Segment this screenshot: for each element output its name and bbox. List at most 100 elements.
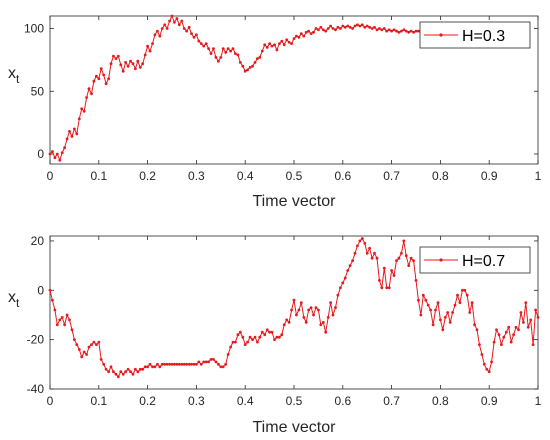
data-point [448, 321, 452, 324]
data-point [334, 28, 337, 32]
data-point [175, 17, 179, 20]
data-point [214, 360, 218, 364]
data-point [290, 308, 293, 312]
data-point [326, 27, 330, 30]
data-point [202, 360, 206, 364]
data-point [397, 256, 401, 260]
data-point [353, 251, 357, 255]
data-point [470, 301, 474, 304]
data-point [421, 293, 425, 297]
data-point [346, 24, 350, 28]
data-point [456, 293, 459, 297]
data-point [278, 335, 281, 339]
data-point [229, 345, 233, 349]
data-point [238, 61, 242, 64]
data-point [295, 34, 298, 38]
data-point [370, 256, 374, 260]
data-point [336, 25, 340, 29]
data-point [182, 27, 186, 30]
data-point [287, 40, 291, 44]
data-point [68, 130, 71, 133]
data-point [297, 308, 301, 312]
data-point [95, 74, 98, 78]
data-point [341, 24, 345, 28]
data-point [165, 27, 169, 30]
x-tick-label: 0.3 [188, 169, 205, 183]
data-point [375, 256, 379, 260]
data-point [163, 362, 167, 366]
data-point [453, 303, 457, 307]
x-axis-title-bottom: Time vector [253, 419, 337, 436]
x-tick-label: 0.6 [334, 169, 351, 183]
data-point [302, 34, 306, 38]
data-point [524, 301, 528, 304]
data-point [187, 362, 191, 366]
data-point [426, 303, 430, 307]
data-point [238, 330, 242, 334]
x-tick-label: 0.1 [90, 394, 107, 408]
data-point [324, 29, 328, 33]
data-point [500, 343, 503, 346]
data-point [468, 311, 472, 314]
data-point [129, 370, 132, 374]
data-point [219, 365, 223, 369]
data-point [75, 132, 79, 136]
data-point [112, 370, 115, 374]
data-point [138, 367, 142, 371]
data-point [385, 29, 389, 33]
data-point [199, 362, 203, 366]
data-point [343, 25, 347, 29]
x-tick-label: 0.5 [286, 394, 303, 408]
data-point [126, 64, 130, 68]
data-point [348, 25, 352, 29]
data-point [329, 24, 332, 28]
data-point [209, 358, 213, 361]
data-point [131, 372, 135, 376]
data-point [522, 321, 525, 324]
data-point [70, 135, 74, 138]
y-tick-label: 100 [24, 22, 44, 36]
data-point [73, 127, 76, 131]
data-point [246, 340, 250, 344]
data-point [351, 259, 354, 263]
data-point [404, 254, 408, 258]
data-point [256, 340, 259, 344]
data-point [207, 47, 211, 50]
data-point [175, 362, 179, 366]
data-point [168, 362, 172, 366]
data-point [77, 348, 81, 351]
data-point [400, 29, 403, 33]
data-point [382, 266, 386, 270]
data-point [165, 362, 169, 366]
x-tick-label: 0.9 [481, 394, 498, 408]
data-point [48, 152, 52, 156]
data-point [321, 28, 325, 32]
data-point [319, 25, 323, 29]
data-point [87, 87, 91, 91]
data-point [336, 293, 340, 297]
data-point [443, 316, 447, 319]
data-point [270, 330, 274, 334]
data-point [63, 323, 66, 327]
data-point [475, 328, 479, 332]
data-point [317, 308, 320, 312]
legend-label-bottom: H=0.7 [462, 253, 505, 270]
data-point [85, 353, 88, 356]
data-point [109, 62, 113, 66]
data-point [148, 362, 152, 366]
data-point [363, 242, 367, 245]
data-point [321, 321, 325, 324]
data-point [434, 308, 437, 312]
data-point [356, 244, 359, 248]
data-point [248, 66, 252, 69]
data-point [241, 335, 245, 339]
data-point [60, 151, 64, 155]
data-point [90, 343, 93, 346]
data-point [519, 311, 523, 314]
data-point [190, 362, 193, 366]
data-point [75, 343, 79, 346]
x-tick-label: 0.3 [188, 394, 205, 408]
y-axis-title-top: xt [8, 65, 20, 86]
data-point [414, 279, 418, 282]
data-point [463, 288, 467, 292]
